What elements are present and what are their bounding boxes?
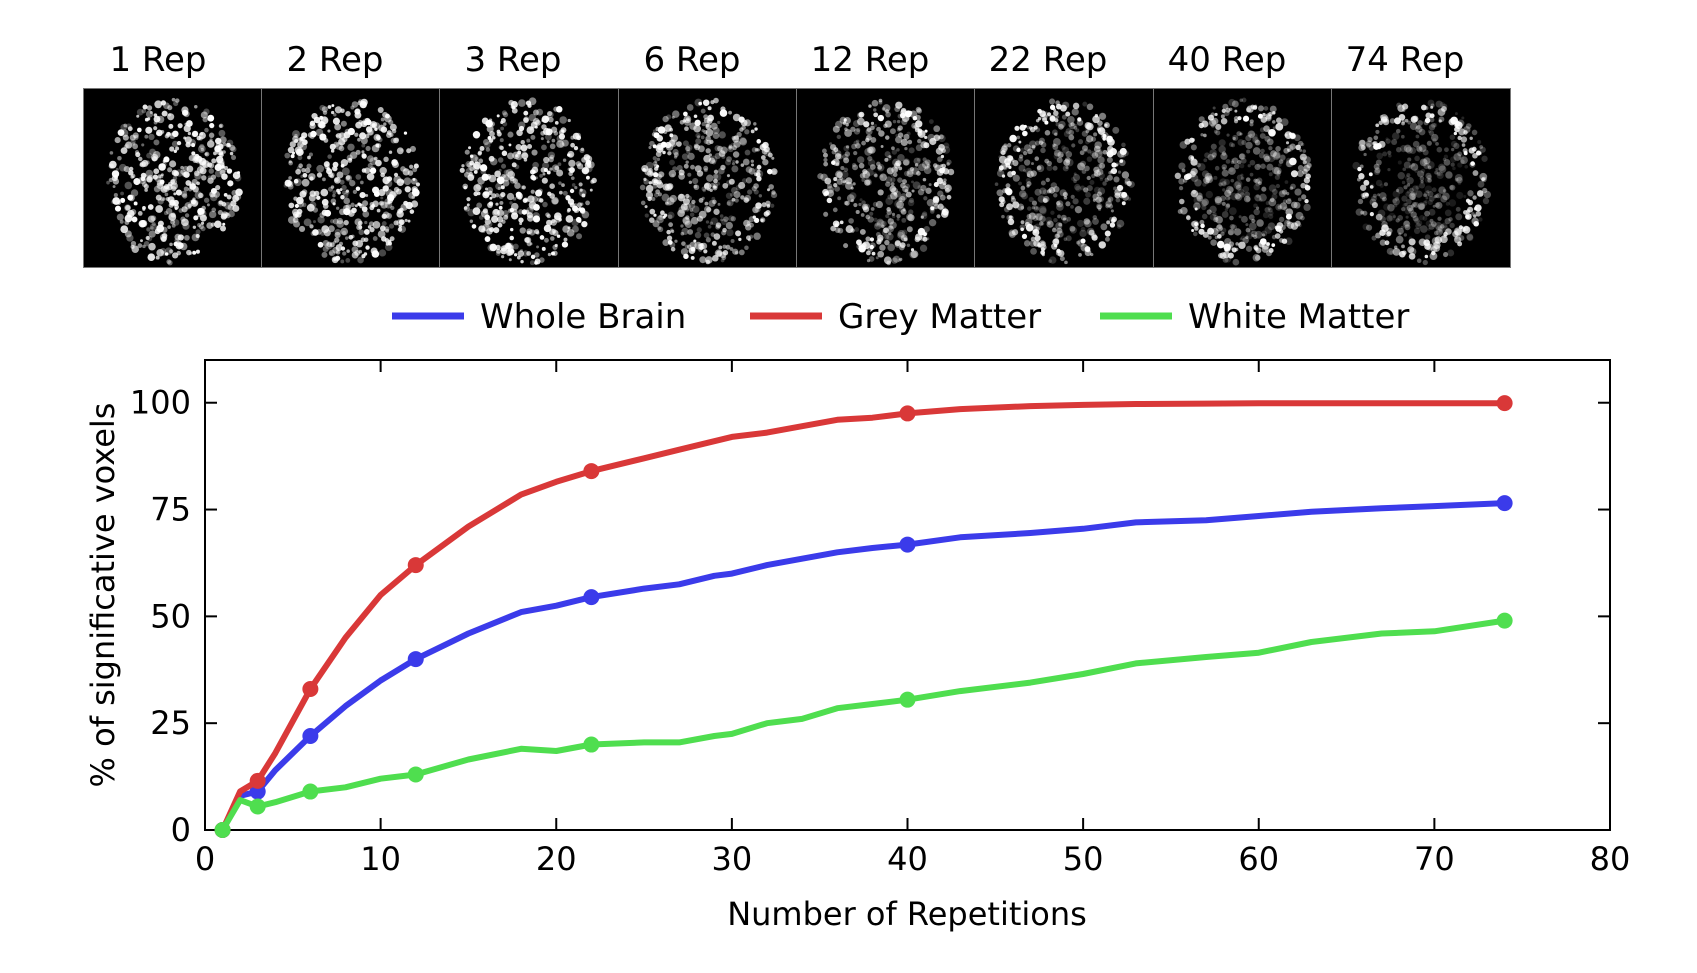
data-point-whole-brain <box>1496 495 1513 512</box>
x-tick-label: 40 <box>887 840 928 878</box>
panel-label-40-rep: 40 Rep <box>1167 40 1287 80</box>
brain-scan-graphic <box>283 98 421 264</box>
series-line-whole-brain <box>219 500 1508 833</box>
data-point-whole-brain <box>302 728 319 744</box>
legend-item-white-matter: White Matter <box>1100 297 1409 337</box>
brain-scan-image-22-rep <box>974 88 1154 268</box>
x-tick-label: 80 <box>1590 840 1631 878</box>
data-point-white-matter <box>302 783 319 800</box>
x-tick-label: 20 <box>536 840 577 878</box>
brain-scan-image-12-rep <box>796 88 976 268</box>
brain-scan-graphic <box>106 97 243 266</box>
panel-label-1-rep: 1 Rep <box>109 40 207 80</box>
brain-scan-image-6-rep <box>618 88 798 268</box>
brain-scan-image-40-rep <box>1153 88 1333 268</box>
data-point-whole-brain <box>583 589 600 606</box>
data-point-white-matter <box>407 766 424 783</box>
panel-label-2-rep: 2 Rep <box>286 40 384 80</box>
data-point-white-matter <box>214 822 231 838</box>
data-point-grey-matter <box>1496 395 1513 412</box>
x-tick-label: 0 <box>195 840 215 878</box>
brain-scan-image-1-rep <box>83 88 263 268</box>
x-tick-label: 60 <box>1238 840 1279 878</box>
data-point-whole-brain <box>899 536 916 553</box>
data-point-grey-matter <box>302 681 319 697</box>
brain-scan-graphic <box>639 97 778 265</box>
data-point-white-matter <box>583 736 600 753</box>
panel-label-6-rep: 6 Rep <box>643 40 741 80</box>
y-tick-label: 50 <box>150 597 191 635</box>
x-tick-label: 70 <box>1414 840 1455 878</box>
brain-scan-image-74-rep <box>1331 88 1511 268</box>
brain-scan-graphic <box>1352 99 1492 266</box>
panel-label-22-rep: 22 Rep <box>988 40 1108 80</box>
brain-scan-graphic <box>1174 97 1312 266</box>
legend-label-grey-matter: Grey Matter <box>838 297 1041 337</box>
data-point-grey-matter <box>583 463 600 480</box>
legend-label-whole-brain: Whole Brain <box>480 297 686 337</box>
brain-scan-graphic <box>994 98 1135 265</box>
legend-label-white-matter: White Matter <box>1188 297 1409 337</box>
panel-label-3-rep: 3 Rep <box>464 40 562 80</box>
legend-item-grey-matter: Grey Matter <box>750 297 1041 337</box>
x-tick-label: 30 <box>712 840 753 878</box>
x-tick-label: 10 <box>360 840 401 878</box>
y-tick-label: 100 <box>130 384 191 422</box>
brain-scan-graphic <box>817 98 955 266</box>
panel-label-12-rep: 12 Rep <box>810 40 930 80</box>
brain-scan-graphic <box>459 97 597 266</box>
line-chart: Whole Brain Grey Matter White Matter 0 10 20… <box>84 297 1630 933</box>
y-axis-label: % of significative voxels <box>84 403 122 788</box>
legend-item-whole-brain: Whole Brain <box>392 297 686 337</box>
data-point-white-matter <box>1496 612 1513 629</box>
y-tick-label: 75 <box>150 491 191 529</box>
plot-frame <box>204 359 1611 831</box>
data-point-grey-matter <box>249 772 266 789</box>
data-point-grey-matter <box>407 557 424 574</box>
data-point-grey-matter <box>899 405 916 422</box>
brain-scan-image-3-rep <box>439 88 619 268</box>
data-point-white-matter <box>249 798 266 815</box>
axis-ticks: 0 10 20 30 40 50 60 70 80 0 25 50 75 100 <box>130 360 1630 878</box>
y-tick-label: 25 <box>150 704 191 742</box>
series-line-grey-matter <box>219 400 1508 833</box>
x-axis-label: Number of Repetitions <box>727 895 1087 933</box>
series-layer <box>214 395 1513 838</box>
brain-scan-image-2-rep <box>261 88 441 268</box>
x-tick-label: 50 <box>1063 840 1104 878</box>
series-line-white-matter <box>219 617 1508 833</box>
data-point-whole-brain <box>407 651 424 668</box>
data-point-white-matter <box>899 691 916 708</box>
chart-legend: Whole Brain Grey Matter White Matter <box>392 297 1409 337</box>
panel-label-74-rep: 74 Rep <box>1345 40 1465 80</box>
y-tick-label: 0 <box>171 811 191 849</box>
